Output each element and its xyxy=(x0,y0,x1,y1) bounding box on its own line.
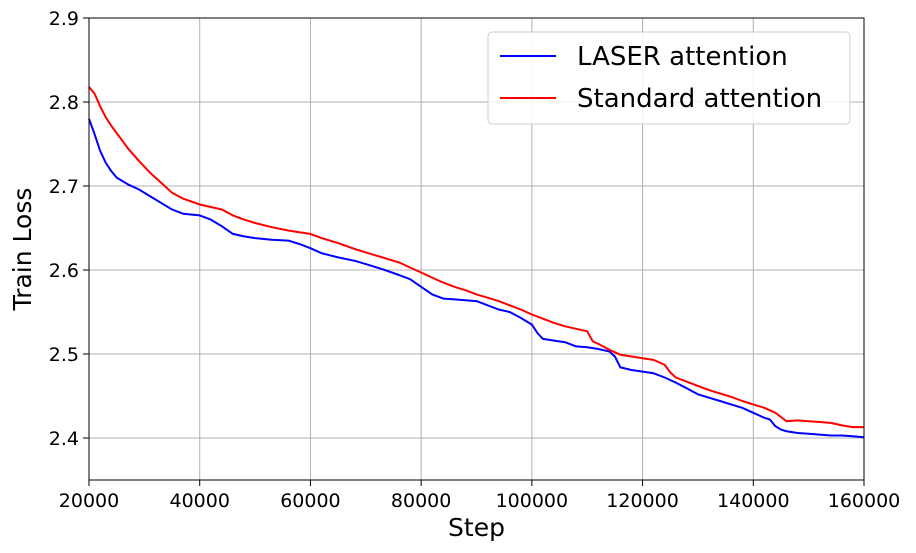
y-tick-label: 2.7 xyxy=(49,176,79,198)
x-tick-label: 80000 xyxy=(391,490,451,512)
x-tick-label: 60000 xyxy=(280,490,340,512)
x-tick-label: 160000 xyxy=(828,490,901,512)
legend-box xyxy=(487,31,851,125)
y-axis-ticks: 2.4 2.5 2.6 2.7 2.8 2.9 xyxy=(49,8,89,450)
legend-label-laser-attention: LASER attention xyxy=(577,42,788,72)
legend-label-standard-attention: Standard attention xyxy=(577,84,822,114)
y-axis-label: Train Loss xyxy=(8,188,37,312)
y-tick-label: 2.9 xyxy=(49,8,79,30)
x-tick-label: 20000 xyxy=(59,490,119,512)
plot-frame xyxy=(88,17,865,481)
y-tick-label: 2.8 xyxy=(49,92,79,114)
x-tick-label: 140000 xyxy=(717,490,790,512)
legend: LASER attention Standard attention xyxy=(487,31,851,125)
series-line-laser-attention xyxy=(88,118,865,439)
y-tick-label: 2.6 xyxy=(49,260,79,282)
x-axis-ticks: 20000 40000 60000 80000 100000 120000 140000 16… xyxy=(59,480,900,512)
series-lines xyxy=(88,86,865,439)
y-tick-label: 2.5 xyxy=(49,344,79,366)
x-axis-label: Step xyxy=(448,513,505,542)
x-tick-label: 120000 xyxy=(606,490,679,512)
x-tick-label: 100000 xyxy=(496,490,569,512)
y-tick-label: 2.4 xyxy=(49,428,79,450)
x-tick-label: 40000 xyxy=(169,490,229,512)
series-line-standard-attention xyxy=(88,86,864,429)
